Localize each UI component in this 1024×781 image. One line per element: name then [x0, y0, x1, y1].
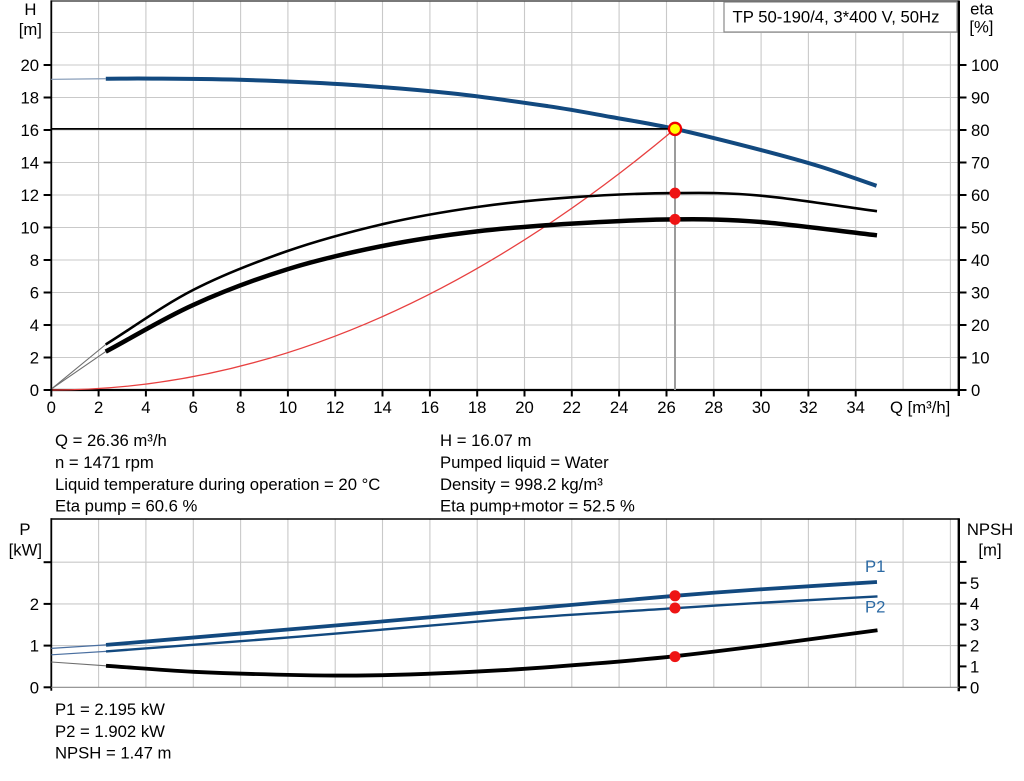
svg-text:14: 14 [20, 154, 39, 173]
svg-text:0: 0 [970, 678, 979, 697]
svg-text:[%]: [%] [969, 18, 993, 37]
svg-text:[m]: [m] [19, 20, 42, 39]
svg-text:1: 1 [970, 657, 979, 676]
svg-text:P1: P1 [865, 557, 885, 576]
svg-text:Q [m³/h]: Q [m³/h] [890, 398, 950, 417]
svg-text:n = 1471 rpm: n = 1471 rpm [55, 453, 154, 472]
svg-text:24: 24 [610, 398, 629, 417]
svg-text:100: 100 [971, 56, 999, 75]
svg-text:10: 10 [971, 349, 990, 368]
svg-text:P1 = 2.195 kW: P1 = 2.195 kW [55, 700, 165, 719]
svg-text:6: 6 [30, 284, 39, 303]
svg-text:34: 34 [846, 398, 865, 417]
svg-text:0: 0 [30, 678, 39, 697]
svg-text:60: 60 [971, 186, 990, 205]
svg-text:P: P [19, 520, 30, 539]
svg-text:3: 3 [970, 616, 979, 635]
svg-text:0: 0 [47, 398, 56, 417]
svg-text:30: 30 [752, 398, 771, 417]
svg-text:[kW]: [kW] [9, 540, 42, 559]
svg-text:NPSH = 1.47 m: NPSH = 1.47 m [55, 744, 171, 763]
svg-text:eta: eta [970, 0, 994, 19]
svg-text:4: 4 [30, 316, 39, 335]
svg-text:Eta pump = 60.6 %: Eta pump = 60.6 % [55, 497, 198, 516]
svg-text:12: 12 [20, 186, 39, 205]
svg-text:2: 2 [94, 398, 103, 417]
svg-text:6: 6 [189, 398, 198, 417]
svg-text:4: 4 [970, 595, 979, 614]
svg-text:20: 20 [20, 56, 39, 75]
svg-text:50: 50 [971, 219, 990, 238]
svg-text:22: 22 [563, 398, 582, 417]
svg-text:10: 10 [20, 219, 39, 238]
svg-text:Pumped liquid = Water: Pumped liquid = Water [440, 453, 609, 472]
svg-text:8: 8 [236, 398, 245, 417]
svg-text:1: 1 [30, 637, 39, 656]
svg-text:40: 40 [971, 251, 990, 270]
svg-text:20: 20 [971, 316, 990, 335]
svg-text:30: 30 [971, 284, 990, 303]
svg-text:0: 0 [971, 381, 980, 400]
svg-text:28: 28 [705, 398, 724, 417]
svg-text:20: 20 [515, 398, 534, 417]
svg-text:10: 10 [279, 398, 298, 417]
svg-text:14: 14 [373, 398, 392, 417]
svg-text:0: 0 [30, 381, 39, 400]
svg-text:Liquid temperature during oper: Liquid temperature during operation = 20… [55, 475, 380, 494]
svg-text:[m]: [m] [978, 541, 1001, 560]
svg-text:Density = 998.2 kg/m³: Density = 998.2 kg/m³ [440, 475, 603, 494]
svg-text:2: 2 [30, 349, 39, 368]
svg-text:8: 8 [30, 251, 39, 270]
svg-text:70: 70 [971, 154, 990, 173]
svg-text:16: 16 [421, 398, 440, 417]
svg-text:80: 80 [971, 121, 990, 140]
svg-text:5: 5 [970, 574, 979, 593]
svg-text:32: 32 [799, 398, 818, 417]
svg-text:26: 26 [657, 398, 676, 417]
svg-text:12: 12 [326, 398, 345, 417]
svg-text:90: 90 [971, 89, 990, 108]
svg-text:2: 2 [970, 637, 979, 656]
svg-text:H = 16.07 m: H = 16.07 m [440, 431, 531, 450]
svg-text:16: 16 [20, 121, 39, 140]
svg-text:Eta pump+motor = 52.5 %: Eta pump+motor = 52.5 % [440, 497, 635, 516]
svg-text:18: 18 [468, 398, 487, 417]
svg-text:2: 2 [30, 595, 39, 614]
svg-text:P2: P2 [865, 598, 885, 617]
svg-text:H: H [24, 0, 36, 19]
svg-text:Q = 26.36 m³/h: Q = 26.36 m³/h [55, 431, 167, 450]
svg-text:P2 = 1.902 kW: P2 = 1.902 kW [55, 722, 165, 741]
svg-text:TP 50-190/4, 3*400 V, 50Hz: TP 50-190/4, 3*400 V, 50Hz [733, 8, 940, 27]
svg-text:4: 4 [141, 398, 150, 417]
svg-text:NPSH: NPSH [967, 520, 1013, 539]
svg-text:18: 18 [20, 89, 39, 108]
